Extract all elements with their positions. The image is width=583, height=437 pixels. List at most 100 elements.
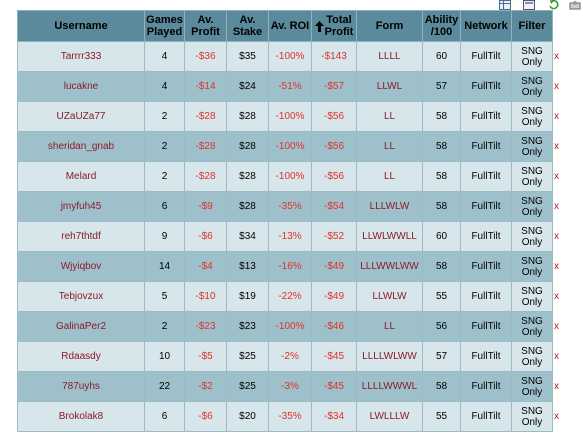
total-profit-cell: -$143 (311, 41, 357, 72)
av-roi-cell: -100% (268, 101, 312, 132)
col-games-played[interactable]: Games Played (144, 10, 185, 42)
refresh-icon[interactable] (548, 0, 560, 10)
av-profit-cell: -$28 (184, 131, 227, 162)
remove-row-button[interactable]: x (552, 101, 570, 132)
username-link[interactable]: Rdaasdy (17, 341, 145, 372)
av-roi-cell: -100% (268, 311, 312, 342)
form-cell: LLLWWLWW (356, 251, 423, 282)
form-cell: LL (356, 101, 423, 132)
ability-cell: 58 (422, 131, 461, 162)
username-link[interactable]: Wjyiqbov (17, 251, 145, 282)
remove-row-button[interactable]: x (552, 251, 570, 282)
remove-row-button[interactable]: x (552, 131, 570, 162)
username-link[interactable]: 787uyhs (17, 371, 145, 402)
username-link[interactable]: jmyfuh45 (17, 191, 145, 222)
table-row: reh7thtdf 9 -$6 $34 -13% -$52 LLWLWWLL 60 FullTi… (17, 221, 570, 252)
username-link[interactable]: sheridan_gnab (17, 131, 145, 162)
total-profit-cell: -$56 (311, 131, 357, 162)
remove-row-button[interactable]: x (552, 311, 570, 342)
col-av-stake[interactable]: Av. Stake (226, 10, 269, 42)
filter-line-2: Only (521, 146, 543, 158)
remove-row-button[interactable]: x (552, 371, 570, 402)
table-row: Brokolak8 6 -$6 $20 -35% -$34 LWLLLW 55 FullTilt… (17, 401, 570, 432)
av-profit-cell: -$28 (184, 161, 227, 192)
av-stake-cell: $28 (226, 191, 269, 222)
username-link[interactable]: Melard (17, 161, 145, 192)
games-played-cell: 10 (144, 341, 185, 372)
filter-line-2: Only (521, 116, 543, 128)
av-profit-cell: -$5 (184, 341, 227, 372)
filter-cell: SNG Only (511, 401, 553, 432)
table-row: sheridan_gnab 2 -$28 $28 -100% -$56 LL 58 FullTi… (17, 131, 570, 162)
network-cell: FullTilt (460, 281, 512, 312)
av-stake-cell: $20 (226, 401, 269, 432)
col-ability[interactable]: Ability/100 (422, 10, 461, 42)
remove-row-button[interactable]: x (552, 191, 570, 222)
network-cell: FullTilt (460, 311, 512, 342)
settings-icon[interactable] (569, 0, 581, 10)
username-link[interactable]: Tebjovzux (17, 281, 145, 312)
av-profit-cell: -$6 (184, 221, 227, 252)
table-row: jmyfuh45 6 -$9 $28 -35% -$54 LLLWLW 58 FullTilt S… (17, 191, 570, 222)
toolbar (463, 0, 583, 12)
username-link[interactable]: UZaUZa77 (17, 101, 145, 132)
av-stake-cell: $34 (226, 221, 269, 252)
table-view-icon[interactable] (499, 0, 511, 10)
av-stake-cell: $23 (226, 311, 269, 342)
ability-cell: 58 (422, 191, 461, 222)
col-av-profit[interactable]: Av. Profit (184, 10, 227, 42)
col-total-profit[interactable]: Total Profit (311, 10, 357, 42)
network-cell: FullTilt (460, 191, 512, 222)
export-icon[interactable] (523, 0, 535, 10)
games-played-cell: 9 (144, 221, 185, 252)
table-row: Tebjovzux 5 -$10 $19 -22% -$49 LLWLW 55 FullTilt… (17, 281, 570, 312)
av-roi-cell: -35% (268, 191, 312, 222)
filter-line-2: Only (521, 86, 543, 98)
remove-row-button[interactable]: x (552, 281, 570, 312)
av-roi-cell: -100% (268, 161, 312, 192)
username-link[interactable]: Tarrrr333 (17, 41, 145, 72)
remove-row-button[interactable]: x (552, 41, 570, 72)
col-filter[interactable]: Filter (511, 10, 553, 42)
total-profit-cell: -$34 (311, 401, 357, 432)
av-roi-cell: -100% (268, 41, 312, 72)
remove-row-button[interactable]: x (552, 401, 570, 432)
network-cell: FullTilt (460, 101, 512, 132)
remove-row-button[interactable]: x (552, 221, 570, 252)
col-network[interactable]: Network (460, 10, 512, 42)
form-cell: LL (356, 131, 423, 162)
ability-cell: 56 (422, 311, 461, 342)
total-profit-cell: -$56 (311, 101, 357, 132)
filter-line-2: Only (521, 266, 543, 278)
username-link[interactable]: Brokolak8 (17, 401, 145, 432)
filter-line-2: Only (521, 416, 543, 428)
games-played-cell: 14 (144, 251, 185, 282)
username-link[interactable]: GalinaPer2 (17, 311, 145, 342)
filter-line-2: Only (521, 386, 543, 398)
filter-line-1: SNG (521, 405, 543, 417)
remove-row-button[interactable]: x (552, 161, 570, 192)
remove-row-button[interactable]: x (552, 341, 570, 372)
filter-line-1: SNG (521, 195, 543, 207)
filter-line-1: SNG (521, 345, 543, 357)
filter-line-1: SNG (521, 105, 543, 117)
username-link[interactable]: reh7thtdf (17, 221, 145, 252)
filter-line-2: Only (521, 326, 543, 338)
username-link[interactable]: lucakne (17, 71, 145, 102)
av-profit-cell: -$23 (184, 311, 227, 342)
form-cell: LL (356, 161, 423, 192)
games-played-cell: 5 (144, 281, 185, 312)
network-cell: FullTilt (460, 41, 512, 72)
network-cell: FullTilt (460, 131, 512, 162)
col-username[interactable]: Username (17, 10, 145, 42)
col-form[interactable]: Form (356, 10, 423, 42)
filter-cell: SNG Only (511, 341, 553, 372)
total-profit-cell: -$56 (311, 161, 357, 192)
filter-cell: SNG Only (511, 311, 553, 342)
av-stake-cell: $24 (226, 71, 269, 102)
av-stake-cell: $13 (226, 251, 269, 282)
network-cell: FullTilt (460, 71, 512, 102)
col-av-roi[interactable]: Av. ROI (268, 10, 312, 42)
remove-row-button[interactable]: x (552, 71, 570, 102)
filter-cell: SNG Only (511, 71, 553, 102)
